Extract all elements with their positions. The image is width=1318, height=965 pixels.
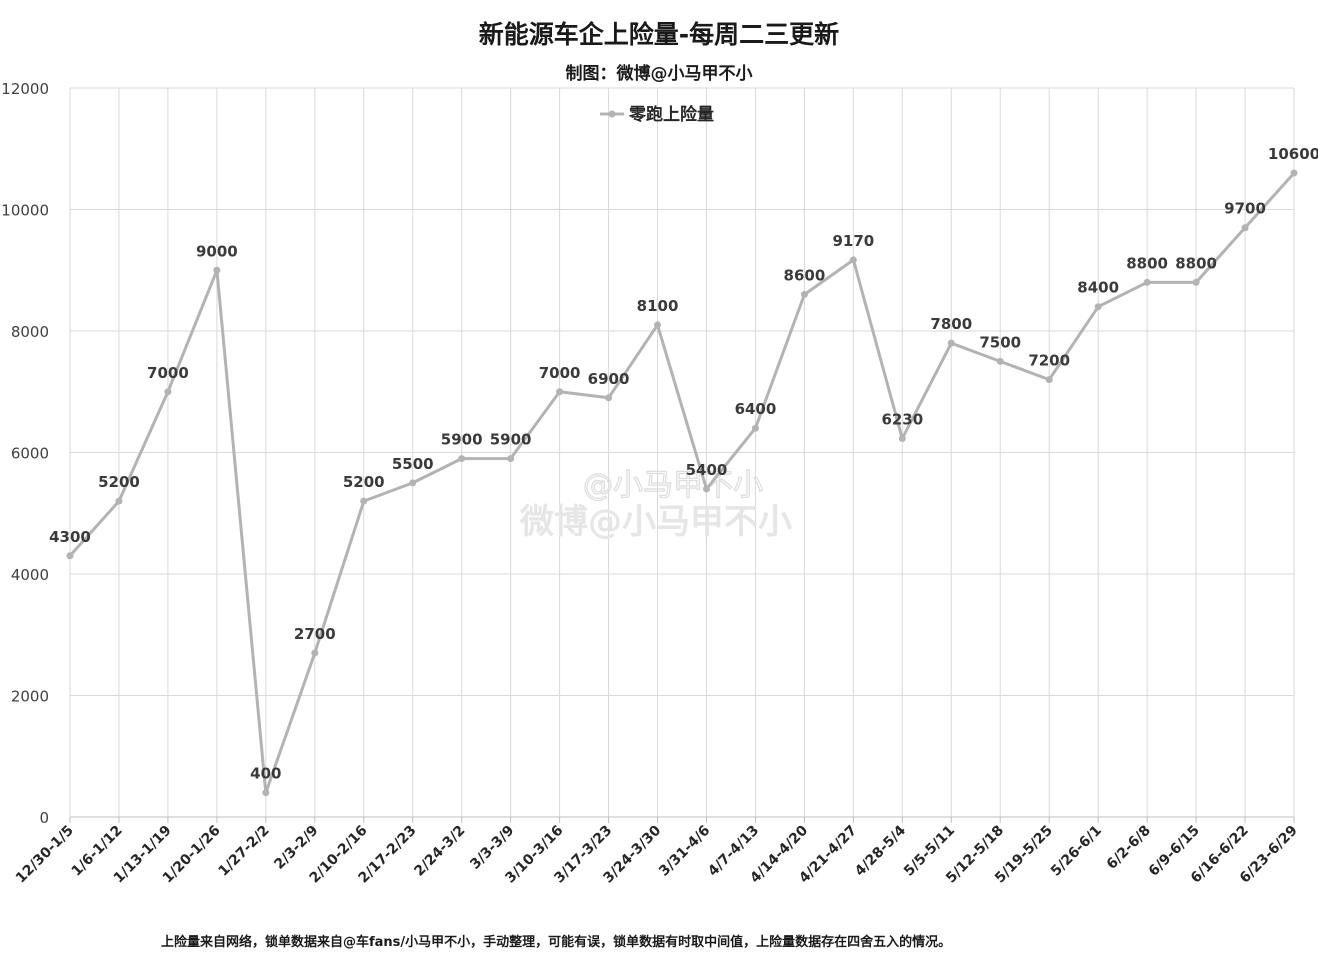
data-point	[996, 357, 1004, 365]
data-label: 6400	[735, 400, 777, 418]
legend-point-marker	[608, 110, 616, 118]
data-point	[66, 552, 74, 560]
data-label: 5400	[686, 461, 728, 479]
data-label: 5500	[392, 455, 434, 473]
data-point	[213, 266, 221, 274]
series-points	[66, 169, 1298, 797]
watermark: @小马甲不小 微博@小马甲不小	[519, 467, 792, 542]
data-point	[1143, 278, 1151, 286]
data-label: 400	[250, 765, 281, 783]
data-label: 9170	[832, 232, 874, 250]
data-label: 7500	[979, 333, 1021, 351]
data-label: 5200	[98, 473, 140, 491]
y-tick-label: 8000	[11, 323, 49, 341]
data-label: 7800	[930, 315, 972, 333]
data-point	[556, 388, 564, 396]
legend-label: 零跑上险量	[628, 104, 714, 125]
data-point	[1290, 169, 1298, 177]
data-label: 5200	[343, 473, 385, 491]
data-point	[1192, 278, 1200, 286]
data-label: 8400	[1077, 279, 1119, 297]
y-tick-label: 10000	[1, 202, 49, 220]
footnote: 上险量来自网络，锁单数据来自@车fans/小马甲不小，手动整理，可能有误，锁单数…	[161, 934, 951, 950]
data-label: 8800	[1126, 254, 1168, 272]
data-label: 8800	[1175, 254, 1217, 272]
data-label: 7000	[539, 364, 581, 382]
data-label: 9700	[1224, 200, 1266, 218]
data-point	[654, 321, 662, 329]
data-point	[702, 485, 710, 493]
watermark-line-1: @小马甲不小	[583, 468, 763, 503]
data-label: 8600	[784, 267, 826, 285]
chart-subtitle: 制图：微博@小马甲不小	[566, 63, 753, 84]
data-point	[115, 497, 123, 505]
data-point	[751, 424, 759, 432]
data-point	[1094, 303, 1102, 311]
data-point	[507, 455, 515, 463]
data-label: 5900	[490, 431, 532, 449]
data-label: 4300	[49, 528, 91, 546]
y-tick-label: 0	[39, 809, 49, 827]
data-point	[458, 455, 466, 463]
data-point	[311, 649, 319, 657]
data-point	[409, 479, 417, 487]
y-tick-label: 6000	[11, 445, 49, 463]
plot-grid	[69, 87, 1295, 818]
data-label: 7200	[1028, 352, 1070, 370]
data-point	[164, 388, 172, 396]
data-label: 9000	[196, 242, 238, 260]
data-point	[1045, 376, 1053, 384]
data-labels: 4300 5200 7000 9000 400 2700 5200 5500 5900 5900 7…	[49, 145, 1318, 783]
data-point	[1241, 224, 1249, 232]
data-label: 6230	[881, 411, 923, 429]
data-point	[849, 256, 857, 264]
y-tick-label: 2000	[11, 688, 49, 706]
data-label: 2700	[294, 625, 336, 643]
series-zeekr-line	[68, 172, 1296, 795]
data-point	[262, 789, 270, 797]
y-tick-label: 4000	[11, 566, 49, 584]
data-label: 10600	[1268, 145, 1318, 163]
data-label: 6900	[588, 370, 630, 388]
data-label: 7000	[147, 364, 189, 382]
y-tick-label: 12000	[1, 80, 49, 98]
series-line	[68, 172, 1296, 795]
data-point	[947, 339, 955, 347]
data-point	[360, 497, 368, 505]
chart-title: 新能源车企上险量-每周二三更新	[479, 20, 839, 49]
data-label: 5900	[441, 431, 483, 449]
data-point	[898, 435, 906, 443]
y-axis: 0 2000 4000 6000 8000 10000 12000	[1, 80, 49, 827]
watermark-line-2: 微博@小马甲不小	[519, 502, 792, 542]
data-point	[800, 291, 808, 299]
data-label: 8100	[637, 297, 679, 315]
data-point	[605, 394, 613, 402]
legend: 零跑上险量	[600, 104, 714, 125]
